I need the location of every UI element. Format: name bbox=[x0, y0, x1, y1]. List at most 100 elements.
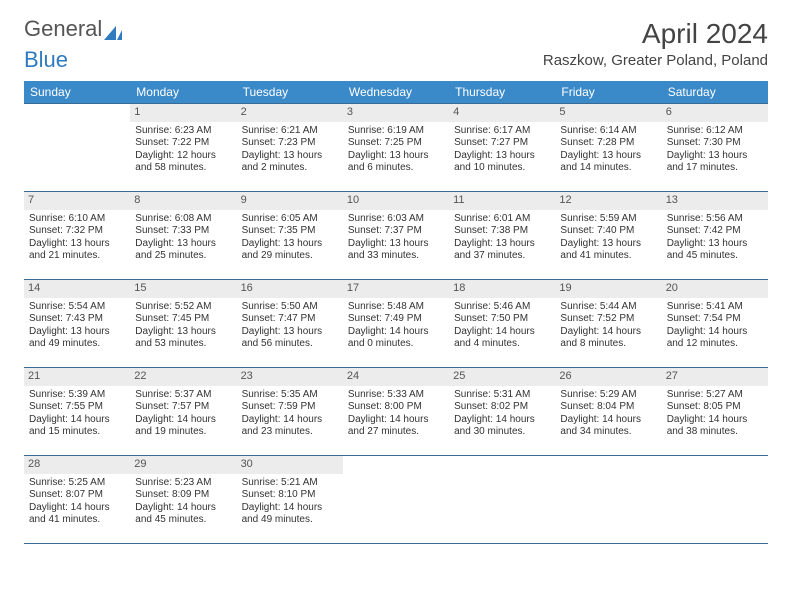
daylight-text: Daylight: 13 hours and 14 minutes. bbox=[560, 150, 656, 175]
sunrise-text: Sunrise: 5:25 AM bbox=[29, 477, 125, 490]
calendar-cell: 14Sunrise: 5:54 AMSunset: 7:43 PMDayligh… bbox=[24, 280, 130, 368]
day-number: 14 bbox=[24, 280, 130, 298]
day-number: 28 bbox=[24, 456, 130, 474]
daylight-text: Daylight: 13 hours and 2 minutes. bbox=[242, 150, 338, 175]
daylight-text: Daylight: 13 hours and 45 minutes. bbox=[667, 238, 763, 263]
sunrise-text: Sunrise: 6:23 AM bbox=[135, 125, 231, 138]
calendar-cell bbox=[343, 456, 449, 544]
sunrise-text: Sunrise: 5:48 AM bbox=[348, 301, 444, 314]
day-number: 2 bbox=[237, 104, 343, 122]
daylight-text: Daylight: 14 hours and 19 minutes. bbox=[135, 414, 231, 439]
day-number: 10 bbox=[343, 192, 449, 210]
sunset-text: Sunset: 7:40 PM bbox=[560, 225, 656, 238]
day-number: 29 bbox=[130, 456, 236, 474]
daylight-text: Daylight: 14 hours and 49 minutes. bbox=[242, 502, 338, 527]
daylight-text: Daylight: 13 hours and 10 minutes. bbox=[454, 150, 550, 175]
sunrise-text: Sunrise: 5:56 AM bbox=[667, 213, 763, 226]
sunset-text: Sunset: 7:42 PM bbox=[667, 225, 763, 238]
sunrise-text: Sunrise: 5:23 AM bbox=[135, 477, 231, 490]
sunrise-text: Sunrise: 5:44 AM bbox=[560, 301, 656, 314]
day-number: 30 bbox=[237, 456, 343, 474]
sunset-text: Sunset: 7:50 PM bbox=[454, 313, 550, 326]
sunrise-text: Sunrise: 6:08 AM bbox=[135, 213, 231, 226]
day-number: 20 bbox=[662, 280, 768, 298]
daylight-text: Daylight: 14 hours and 30 minutes. bbox=[454, 414, 550, 439]
sunset-text: Sunset: 7:57 PM bbox=[135, 401, 231, 414]
day-number: 27 bbox=[662, 368, 768, 386]
daylight-text: Daylight: 13 hours and 49 minutes. bbox=[29, 326, 125, 351]
sunset-text: Sunset: 7:38 PM bbox=[454, 225, 550, 238]
day-number: 21 bbox=[24, 368, 130, 386]
logo-text-general: General bbox=[24, 18, 102, 40]
sunset-text: Sunset: 7:55 PM bbox=[29, 401, 125, 414]
daylight-text: Daylight: 14 hours and 41 minutes. bbox=[29, 502, 125, 527]
calendar-cell: 12 Sunrise: 5:59 AMSunset: 7:40 PMDayligh… bbox=[555, 192, 661, 280]
calendar-cell: 2Sunrise: 6:21 AMSunset: 7:23 PMDaylight… bbox=[237, 104, 343, 192]
calendar-cell: 25Sunrise: 5:31 AMSunset: 8:02 PMDayligh… bbox=[449, 368, 555, 456]
day-number: 6 bbox=[662, 104, 768, 122]
calendar-cell: 28 Sunrise: 5:25 AMSunset: 8:07 PMDayligh… bbox=[24, 456, 130, 544]
sunset-text: Sunset: 7:35 PM bbox=[242, 225, 338, 238]
col-tuesday: Tuesday bbox=[237, 81, 343, 104]
sunset-text: Sunset: 7:32 PM bbox=[29, 225, 125, 238]
calendar-cell: 4Sunrise: 6:17 AMSunset: 7:27 PMDaylight… bbox=[449, 104, 555, 192]
calendar-table: Sunday Monday Tuesday Wednesday Thursday… bbox=[24, 81, 768, 544]
daylight-text: Daylight: 13 hours and 17 minutes. bbox=[667, 150, 763, 175]
col-saturday: Saturday bbox=[662, 81, 768, 104]
calendar-cell: 9Sunrise: 6:05 AMSunset: 7:35 PMDaylight… bbox=[237, 192, 343, 280]
sunrise-text: Sunrise: 5:52 AM bbox=[135, 301, 231, 314]
calendar-cell: 15Sunrise: 5:52 AMSunset: 7:45 PMDayligh… bbox=[130, 280, 236, 368]
daylight-text: Daylight: 13 hours and 21 minutes. bbox=[29, 238, 125, 263]
calendar-cell bbox=[662, 456, 768, 544]
sunrise-text: Sunrise: 6:03 AM bbox=[348, 213, 444, 226]
month-title: April 2024 bbox=[543, 18, 768, 50]
day-number: 12 bbox=[555, 192, 661, 210]
sunset-text: Sunset: 7:30 PM bbox=[667, 137, 763, 150]
calendar-cell: 11Sunrise: 6:01 AMSunset: 7:38 PMDayligh… bbox=[449, 192, 555, 280]
calendar-cell: 26Sunrise: 5:29 AMSunset: 8:04 PMDayligh… bbox=[555, 368, 661, 456]
day-number: 19 bbox=[555, 280, 661, 298]
calendar-row: 28Sunrise: 5:25 AMSunset: 8:07 PMDayligh… bbox=[24, 456, 768, 544]
calendar-cell: 13Sunrise: 5:56 AMSunset: 7:42 PMDayligh… bbox=[662, 192, 768, 280]
sunset-text: Sunset: 7:22 PM bbox=[135, 137, 231, 150]
sunrise-text: Sunrise: 6:05 AM bbox=[242, 213, 338, 226]
sunset-text: Sunset: 8:05 PM bbox=[667, 401, 763, 414]
sunset-text: Sunset: 7:47 PM bbox=[242, 313, 338, 326]
daylight-text: Daylight: 14 hours and 34 minutes. bbox=[560, 414, 656, 439]
day-number: 8 bbox=[130, 192, 236, 210]
daylight-text: Daylight: 13 hours and 41 minutes. bbox=[560, 238, 656, 263]
calendar-row: 14Sunrise: 5:54 AMSunset: 7:43 PMDayligh… bbox=[24, 280, 768, 368]
day-number: 15 bbox=[130, 280, 236, 298]
day-number: 17 bbox=[343, 280, 449, 298]
day-number: 3 bbox=[343, 104, 449, 122]
daylight-text: Daylight: 13 hours and 33 minutes. bbox=[348, 238, 444, 263]
sunset-text: Sunset: 7:54 PM bbox=[667, 313, 763, 326]
sunset-text: Sunset: 8:07 PM bbox=[29, 489, 125, 502]
calendar-cell: 19 Sunrise: 5:44 AMSunset: 7:52 PMDayligh… bbox=[555, 280, 661, 368]
daylight-text: Daylight: 14 hours and 8 minutes. bbox=[560, 326, 656, 351]
sunrise-text: Sunrise: 5:59 AM bbox=[560, 213, 656, 226]
calendar-cell: 1Sunrise: 6:23 AMSunset: 7:22 PMDaylight… bbox=[130, 104, 236, 192]
sunrise-text: Sunrise: 6:10 AM bbox=[29, 213, 125, 226]
sunset-text: Sunset: 8:04 PM bbox=[560, 401, 656, 414]
sunset-text: Sunset: 7:49 PM bbox=[348, 313, 444, 326]
sunset-text: Sunset: 8:10 PM bbox=[242, 489, 338, 502]
daylight-text: Daylight: 14 hours and 38 minutes. bbox=[667, 414, 763, 439]
sunset-text: Sunset: 7:52 PM bbox=[560, 313, 656, 326]
daylight-text: Daylight: 12 hours and 58 minutes. bbox=[135, 150, 231, 175]
day-header-row: Sunday Monday Tuesday Wednesday Thursday… bbox=[24, 81, 768, 104]
sunrise-text: Sunrise: 5:33 AM bbox=[348, 389, 444, 402]
daylight-text: Daylight: 14 hours and 0 minutes. bbox=[348, 326, 444, 351]
calendar-cell: 10Sunrise: 6:03 AMSunset: 7:37 PMDayligh… bbox=[343, 192, 449, 280]
calendar-cell: 30Sunrise: 5:21 AMSunset: 8:10 PMDayligh… bbox=[237, 456, 343, 544]
day-number: 22 bbox=[130, 368, 236, 386]
calendar-cell: 21Sunrise: 5:39 AMSunset: 7:55 PMDayligh… bbox=[24, 368, 130, 456]
location-text: Raszkow, Greater Poland, Poland bbox=[543, 52, 768, 69]
sunrise-text: Sunrise: 6:19 AM bbox=[348, 125, 444, 138]
calendar-cell: 3Sunrise: 6:19 AMSunset: 7:25 PMDaylight… bbox=[343, 104, 449, 192]
sunset-text: Sunset: 8:02 PM bbox=[454, 401, 550, 414]
sunrise-text: Sunrise: 5:29 AM bbox=[560, 389, 656, 402]
calendar-row: 21Sunrise: 5:39 AMSunset: 7:55 PMDayligh… bbox=[24, 368, 768, 456]
sunrise-text: Sunrise: 6:14 AM bbox=[560, 125, 656, 138]
sunset-text: Sunset: 7:43 PM bbox=[29, 313, 125, 326]
